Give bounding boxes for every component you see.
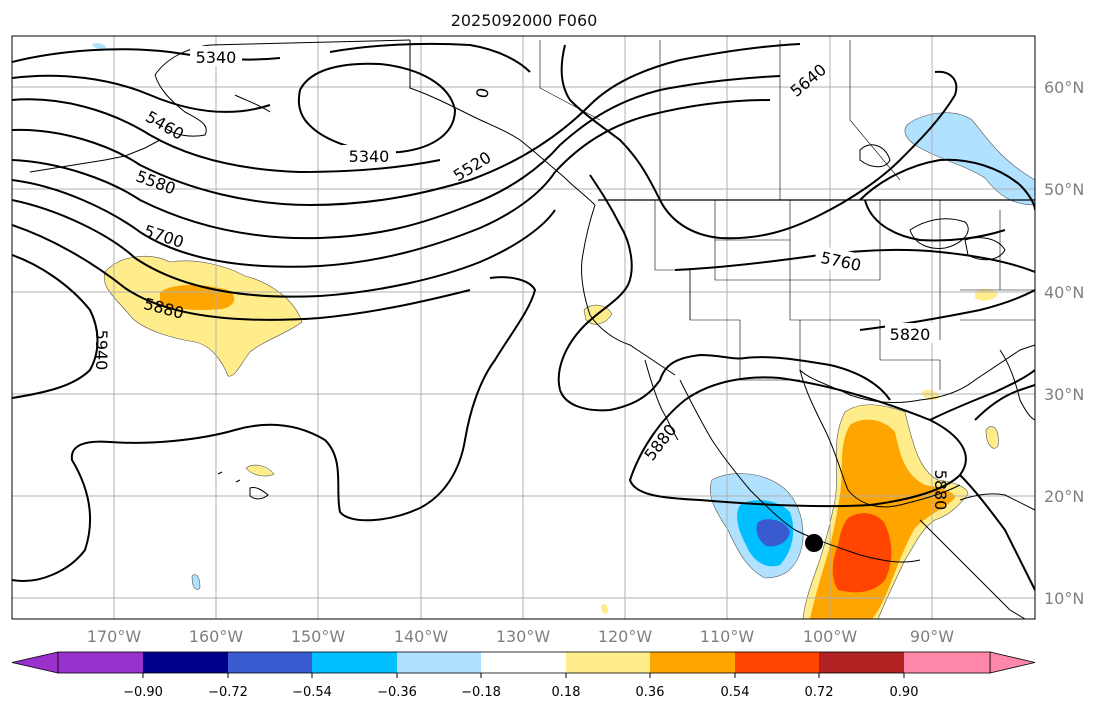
colorbar-tick-label: −0.36 (377, 685, 417, 700)
colorbar-tick-label: −0.54 (292, 685, 332, 700)
height-contours (12, 42, 1035, 591)
storm-center-marker (805, 534, 823, 552)
contour-label: 5880 (931, 470, 950, 511)
lat-label: 60°N (1044, 78, 1084, 97)
state-borders (539, 40, 1035, 390)
colorbar-tick-label: 0.90 (890, 685, 919, 700)
colorbar-tick-label: 0.18 (552, 685, 581, 700)
lat-label: 50°N (1044, 180, 1084, 199)
colorbar-tick-label: 0.36 (636, 685, 665, 700)
lon-label: 110°W (700, 627, 755, 646)
lon-label: 170°W (87, 627, 142, 646)
lon-label: 160°W (189, 627, 244, 646)
colorbar-bin (566, 652, 650, 673)
colorbar-bin (143, 652, 228, 673)
colorbar: −0.90 −0.72 −0.54 −0.36 −0.18 0.18 0.36 0.54 0.7… (11, 651, 1036, 700)
latitude-labels: 60°N 50°N 40°N 30°N 20°N 10°N (1044, 78, 1084, 608)
colorbar-bin (481, 652, 566, 673)
contour-label: 0 (472, 86, 492, 99)
longitude-labels: 170°W 160°W 150°W 140°W 130°W 120°W 110°… (87, 627, 954, 646)
graticule (12, 36, 1035, 619)
contour-label: 5940 (92, 330, 111, 371)
colorbar-bin (904, 652, 990, 673)
colorbar-bin (735, 652, 819, 673)
lon-label: 100°W (803, 627, 858, 646)
colorbar-frame (57, 651, 991, 674)
lon-label: 90°W (910, 627, 954, 646)
lat-label: 40°N (1044, 283, 1084, 302)
colorbar-bin (397, 652, 481, 673)
map-title: 2025092000 F060 (451, 11, 598, 30)
contour-label: 5820 (890, 325, 931, 344)
contour-label: 5340 (349, 147, 390, 166)
colorbar-extend-high (989, 651, 1036, 674)
lat-label: 20°N (1044, 487, 1084, 506)
lon-label: 140°W (394, 627, 449, 646)
colorbar-tick-label: 0.72 (805, 685, 834, 700)
colorbar-tick-label: 0.54 (721, 685, 750, 700)
lat-label: 10°N (1044, 589, 1084, 608)
lon-label: 130°W (496, 627, 551, 646)
map-frame (11, 35, 1036, 620)
map-panel: 5340 5340 5460 5580 5700 5880 5940 5520 … (12, 36, 1035, 619)
colorbar-tick-label: −0.72 (208, 685, 248, 700)
lon-label: 150°W (291, 627, 346, 646)
contour-label: 5340 (196, 48, 237, 67)
colorbar-bin (58, 652, 143, 673)
colorbar-bin (312, 652, 397, 673)
colorbar-bin (228, 652, 312, 673)
lat-label: 30°N (1044, 385, 1084, 404)
colorbar-tick-label: −0.18 (461, 685, 501, 700)
colorbar-bin (819, 652, 904, 673)
colorbar-tick-label: −0.90 (123, 685, 163, 700)
lon-label: 120°W (598, 627, 653, 646)
colorbar-extend-low (11, 651, 59, 674)
colorbar-bin (650, 652, 735, 673)
